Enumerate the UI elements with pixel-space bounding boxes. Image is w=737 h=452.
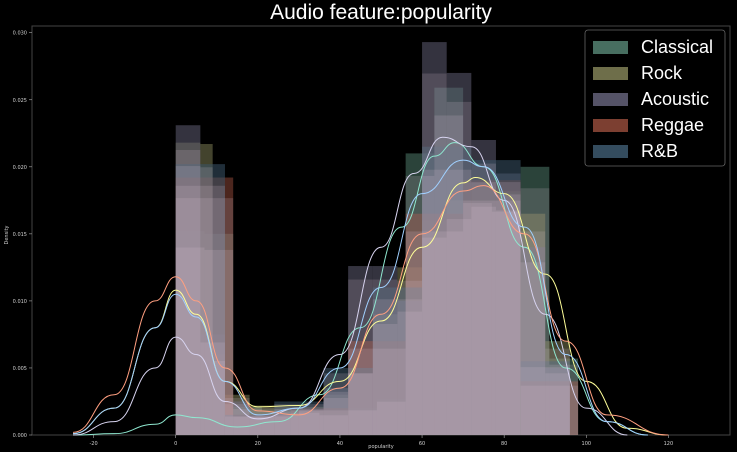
overlay-bar-4-2 <box>274 404 324 435</box>
overlay-bar-3-4 <box>405 231 464 435</box>
bar-4-4 <box>372 287 423 435</box>
overlay-bar-0-2 <box>233 409 262 435</box>
series-0-overlay <box>175 115 579 435</box>
overlay-bar-0-11 <box>491 211 521 435</box>
bar-4-1 <box>224 414 275 435</box>
bar-4-3 <box>323 367 373 435</box>
chart-title: Audio feature:popularity <box>270 1 492 24</box>
bar-4-0 <box>175 164 225 435</box>
overlay-bar-1-8 <box>348 373 373 435</box>
bar-4-7 <box>520 361 570 435</box>
overlay-bar-3-6 <box>520 385 579 435</box>
overlay-bar-1-6 <box>298 409 324 435</box>
legend: Classical Rock Acoustic Reggae R&B <box>584 29 726 167</box>
y-tick-label-1: 0.005 <box>13 366 27 372</box>
overlay-bar-3-5 <box>463 200 521 435</box>
overlay-bar-2-2 <box>224 404 250 435</box>
overlay-bar-2-4 <box>274 415 299 435</box>
legend-label-3: Reggae <box>641 115 704 135</box>
legend-swatch-0 <box>593 41 628 54</box>
x-axis: -20 0 20 40 60 80 100 120 <box>90 435 674 447</box>
legend-swatch-4 <box>593 145 628 158</box>
bar-4-5 <box>422 146 472 435</box>
x-tick-label-0: -20 <box>90 441 98 447</box>
kde-line-1 <box>73 177 669 436</box>
bar-4-6 <box>471 160 521 435</box>
legend-label-4: R&B <box>641 141 678 161</box>
overlay-bar-1-12 <box>446 219 472 435</box>
overlay-bar-2-15 <box>545 373 570 435</box>
y-tick-label-0: 0.000 <box>13 433 27 439</box>
y-tick-label-2: 0.010 <box>13 299 27 305</box>
overlay-bar-2-12 <box>471 163 496 436</box>
series-4-bars <box>175 146 570 435</box>
overlay-bar-0-5 <box>319 415 349 435</box>
legend-swatch-1 <box>593 67 628 80</box>
overlay-bar-2-9 <box>397 311 423 435</box>
overlay-bar-0-12 <box>520 188 550 435</box>
legend-swatch-3 <box>593 119 628 132</box>
kde-line-2 <box>73 136 628 436</box>
overlay-bar-0-9 <box>434 115 464 435</box>
x-tick-label-5: 80 <box>501 441 507 447</box>
overlay-bar-1-9 <box>372 323 398 435</box>
overlay-bar-1-14 <box>495 210 521 435</box>
overlay-bar-4-7 <box>520 367 570 435</box>
y-axis: 0.000 0.005 0.010 0.015 0.020 0.025 0.030 <box>13 31 32 439</box>
series-4-overlay <box>175 169 570 435</box>
overlay-bar-1-1 <box>200 167 213 436</box>
overlay-bar-1-3 <box>224 397 250 435</box>
y-axis-label: Density <box>4 225 10 244</box>
overlay-bar-2-14 <box>520 262 546 435</box>
x-tick-label-2: 20 <box>255 441 261 447</box>
overlay-bar-0-6 <box>348 410 377 435</box>
x-tick-label-7: 120 <box>664 441 674 447</box>
legend-swatch-2 <box>593 93 628 106</box>
series-2-overlay <box>175 73 570 436</box>
overlay-bar-3-3 <box>348 348 406 435</box>
overlay-bar-2-11 <box>446 101 472 436</box>
overlay-bar-4-0 <box>175 185 225 435</box>
overlay-bar-0-7 <box>376 401 406 435</box>
kde-line-4 <box>73 159 648 436</box>
y-tick-label-4: 0.020 <box>13 165 27 171</box>
kde-line-3 <box>73 185 669 436</box>
overlay-bar-0-4 <box>290 412 320 435</box>
x-tick-label-4: 60 <box>419 441 425 447</box>
plot-area <box>31 25 731 436</box>
x-tick-label-1: 0 <box>174 441 177 447</box>
overlay-bar-1-13 <box>471 206 496 435</box>
overlay-bar-1-11 <box>422 237 447 435</box>
overlay-bar-4-6 <box>471 182 521 435</box>
kde-line-0 <box>73 142 648 436</box>
overlay-bar-2-8 <box>372 279 398 435</box>
overlay-bar-2-6 <box>323 391 349 435</box>
overlay-bar-2-7 <box>348 279 373 435</box>
overlay-bar-1-7 <box>323 397 349 435</box>
overlay-bar-0-13 <box>549 364 579 435</box>
y-tick-label-3: 0.015 <box>13 232 27 238</box>
overlay-bar-1-10 <box>397 280 423 435</box>
overlay-bar-1-4 <box>249 407 275 435</box>
legend-label-0: Classical <box>641 37 713 57</box>
y-tick-label-6: 0.030 <box>13 31 27 37</box>
x-tick-label-6: 100 <box>582 441 592 447</box>
overlay-bar-4-4 <box>372 299 423 435</box>
overlay-bar-0-10 <box>463 203 492 435</box>
y-tick-label-5: 0.025 <box>13 98 27 104</box>
overlay-bar-2-3 <box>249 416 275 435</box>
x-tick-label-3: 40 <box>337 441 343 447</box>
overlay-bar-3-0 <box>175 198 234 435</box>
overlay-bar-4-5 <box>422 169 472 435</box>
x-axis-label: popularity <box>368 444 393 450</box>
series-1-overlay <box>175 166 570 436</box>
legend-label-1: Rock <box>641 63 683 83</box>
legend-label-2: Acoustic <box>641 89 709 109</box>
overlay-bar-2-10 <box>422 73 447 435</box>
overlay-bar-2-13 <box>495 194 521 435</box>
series-3-overlay <box>175 198 579 435</box>
